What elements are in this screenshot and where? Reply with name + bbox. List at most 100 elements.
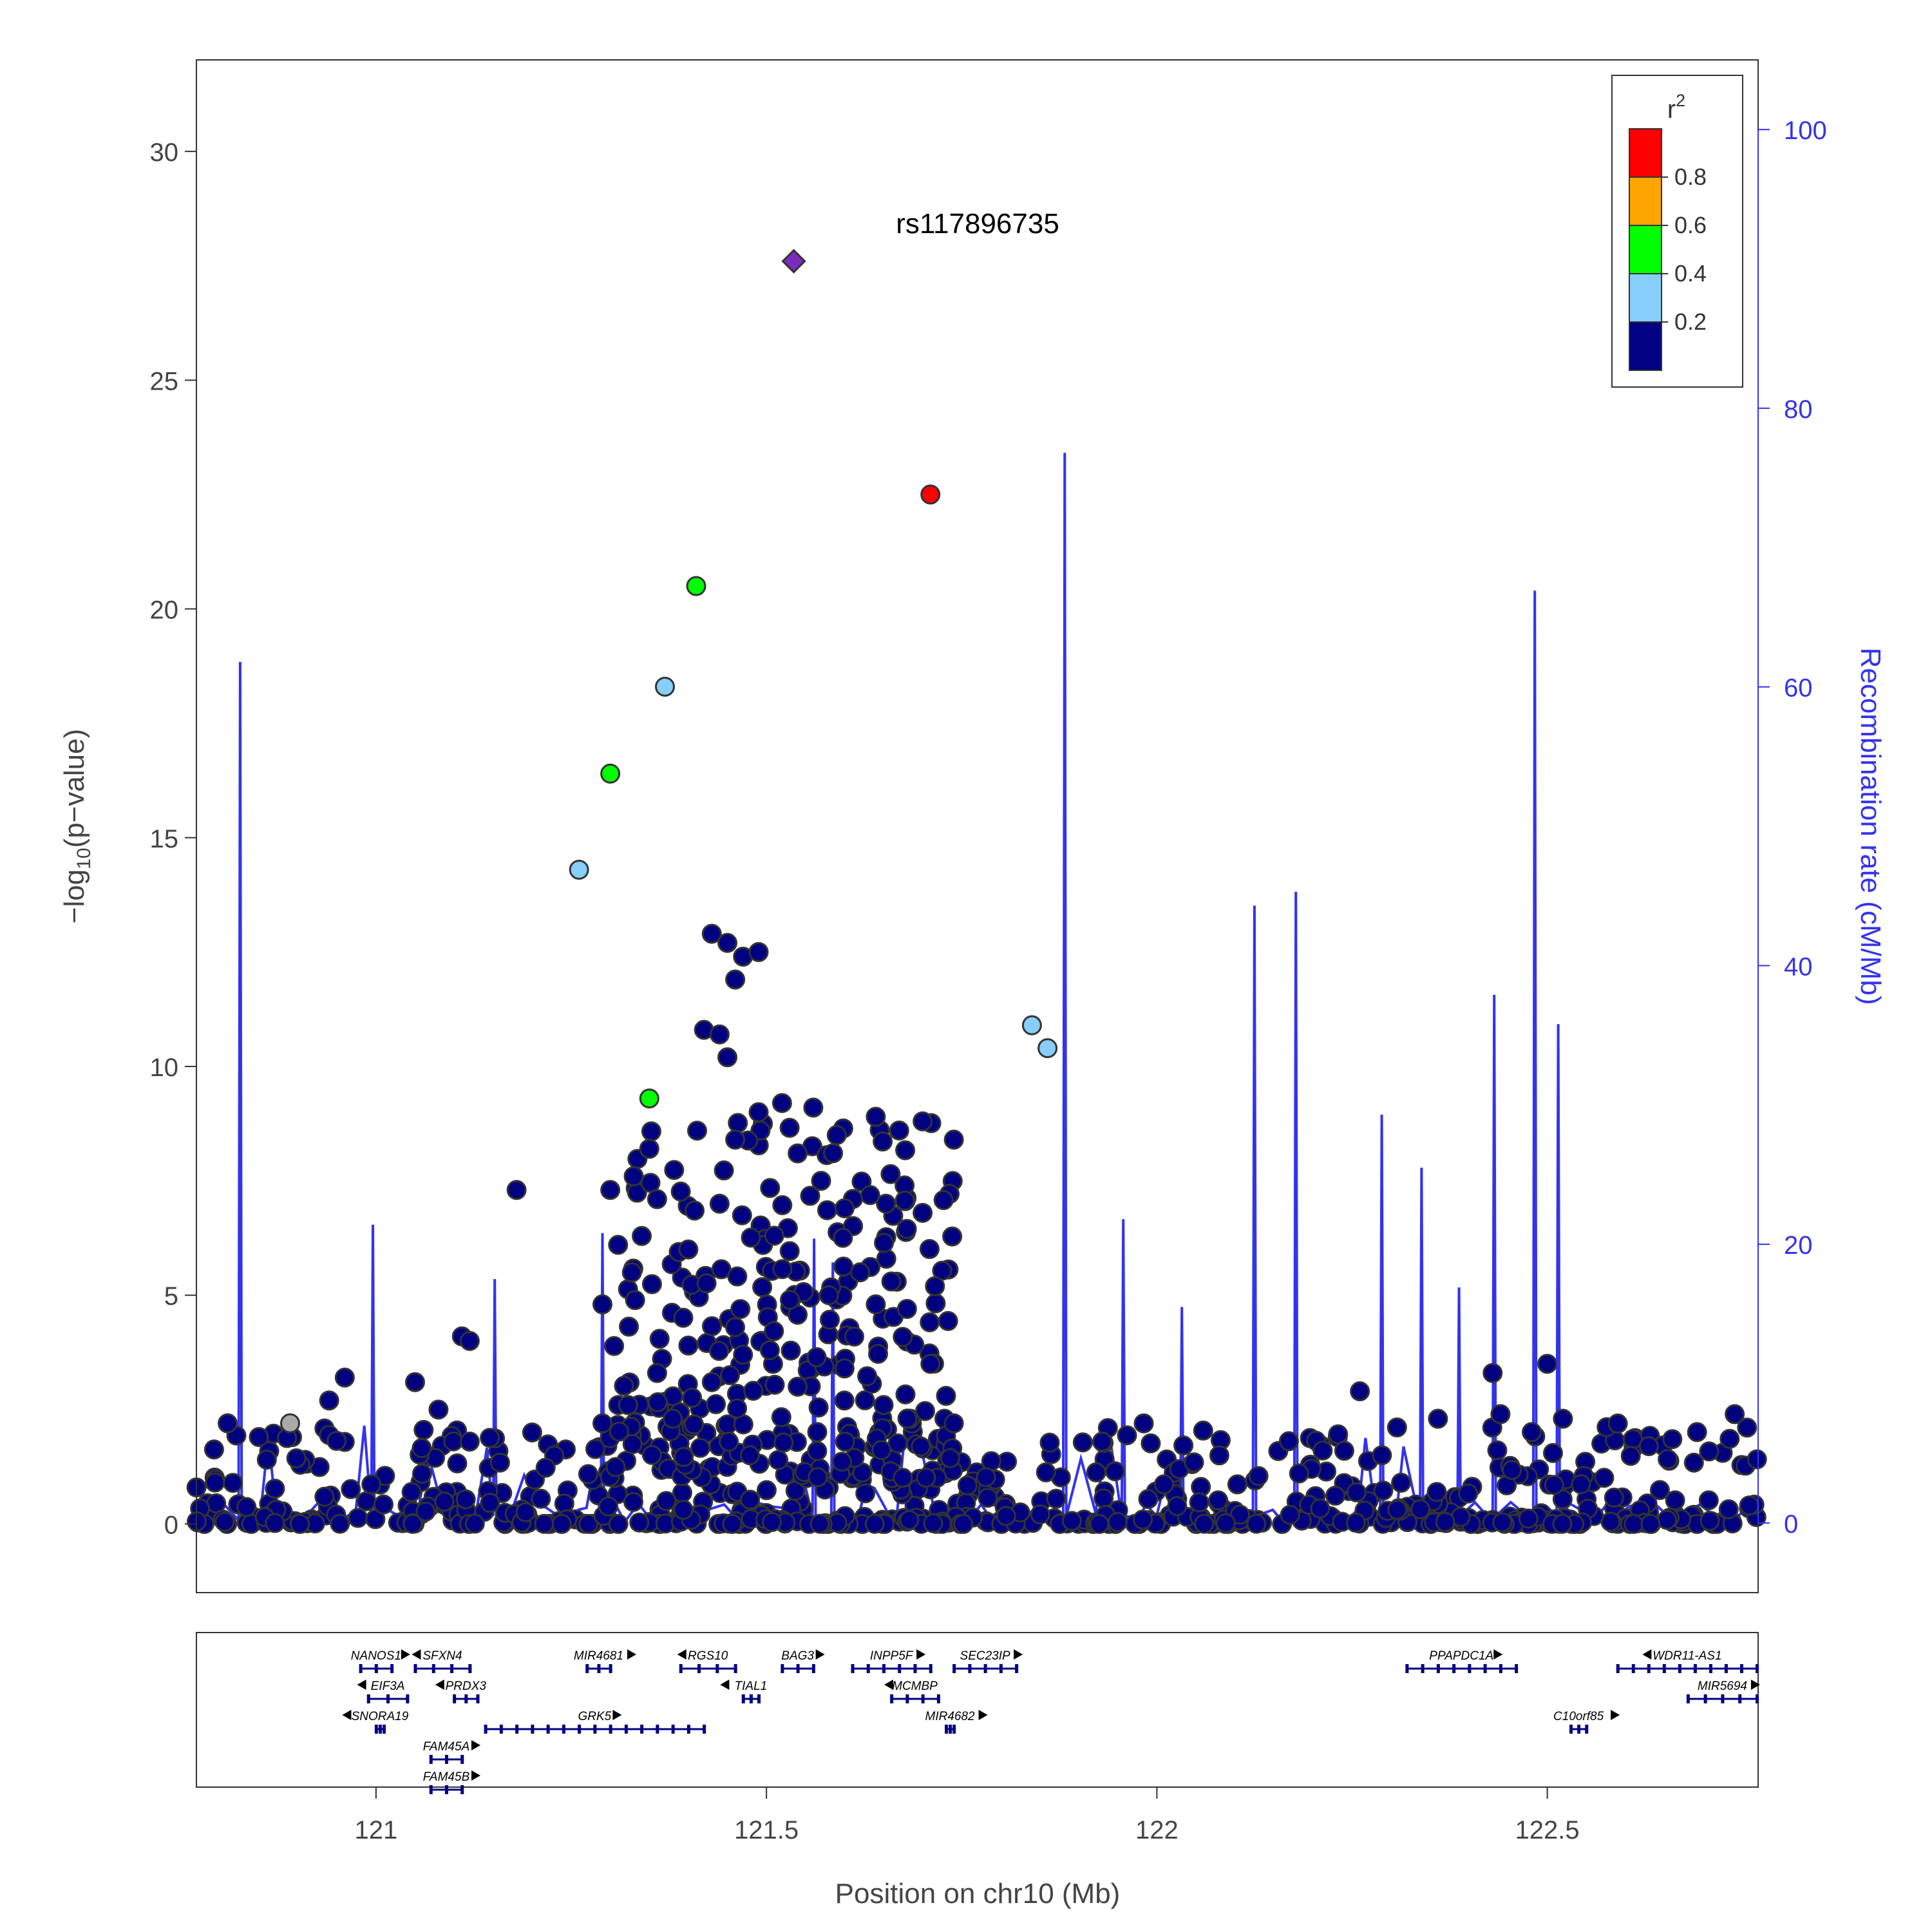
snp-point-background [996,1506,1016,1526]
gene-mir4681: MIR4681 [574,1649,636,1673]
snp-point-background [1522,1422,1542,1443]
gene-exon [781,1664,784,1673]
snp-point-background [632,1226,652,1246]
snp-point-background [673,1499,694,1520]
snp-point [1638,1436,1659,1457]
gene-exon [968,1664,972,1673]
snp-point-background [722,1513,743,1534]
snp-point-background [772,1195,793,1215]
snp-point-background [1328,1424,1349,1444]
gene-exon [882,1664,886,1673]
snp-point-background [1372,1445,1392,1466]
gene-exon [656,1725,659,1734]
snp-point-background [868,1343,888,1364]
x-tick-label: 122.5 [1515,1816,1580,1844]
snp-point-background [807,1422,828,1443]
snp-point [319,1390,339,1411]
snp-point [936,1386,956,1406]
snp-point-background [727,1266,748,1287]
snp-point-background [920,1312,940,1332]
snp-point-background [685,1200,705,1221]
snp-point-background [1289,1463,1309,1484]
snp-point [647,1363,667,1383]
gene-exon [445,1755,448,1764]
snp-point-background [768,1450,789,1470]
gene-exon [757,1694,761,1703]
snp-point-background [1387,1499,1408,1520]
snp-point-background [618,1395,638,1416]
snp-point-background [895,1384,916,1405]
snp-point-background [1571,1474,1591,1495]
snp-point-background [223,1473,243,1493]
snp-point-background [1310,1498,1331,1519]
snp-point-background [764,1374,785,1395]
snp-point-background [895,1190,915,1211]
gene-strand-arrow [720,1680,730,1690]
snp-point-background [725,1317,745,1338]
snp-point-background [413,1419,434,1440]
snp-point [881,1271,902,1292]
association-points-layer [186,249,1767,1534]
gene-ppapdc1a: PPAPDC1A [1405,1649,1519,1673]
snp-point-background [732,1205,752,1226]
snp-point-background [629,1512,650,1533]
snp-point-background [1487,1440,1508,1461]
gene-exon [1405,1664,1409,1673]
recombination-layer [195,453,1759,1526]
snp-point-background [1246,1513,1267,1534]
gene-exon [983,1664,987,1673]
gene-strand-arrow [471,1740,480,1750]
gene-exon [1724,1664,1728,1673]
snp-point-background [670,1181,691,1202]
gene-label: WDR11-AS1 [1653,1649,1721,1663]
snp-point-background [1312,1440,1333,1461]
snp-point-background [515,1502,536,1522]
gene-inpp5f: INPP5F [851,1649,933,1673]
gene-exon [703,1725,706,1734]
y-right-tick-label: 40 [1784,952,1813,981]
snp-point-background [1492,1512,1513,1533]
snp-point-background [585,1439,605,1459]
gene-exon [905,1694,909,1703]
snp-point-background [807,1441,828,1461]
gene-grk5: GRK5 [484,1710,706,1734]
snp-point-background [1435,1511,1455,1532]
gene-exon [374,1664,378,1673]
snp-point-background [728,1113,748,1133]
gene-strand-arrow [471,1770,480,1781]
gene-strand-arrow [1750,1680,1760,1690]
gene-exon [679,1664,683,1673]
gene-exon [697,1664,701,1673]
snp-point-background [480,1493,500,1513]
snp-point-background [256,1450,277,1470]
gene-exon [1703,1694,1707,1703]
snp-point [249,1426,269,1447]
snp-point-background [1552,1513,1573,1534]
snp-point-background [489,1452,510,1473]
snp-point-highlighted [569,859,589,880]
snp-point-background [598,1496,619,1517]
snp-point-background [608,1513,629,1534]
gene-exon [386,1694,390,1703]
gene-nanos1: NANOS1 [351,1649,410,1673]
legend-title: r2 [1667,91,1685,124]
legend-swatches: 0.8 0.6 0.4 0.2 [1629,128,1707,371]
y-right-tick-label: 100 [1784,117,1827,145]
snp-point-background [895,1140,916,1160]
snp-point-background [531,1488,551,1509]
snp-point-background [1373,1481,1394,1501]
snp-point-background [880,1164,901,1184]
gene-mir4682: MIR4682 [925,1710,988,1734]
gene-strand-arrow [435,1680,444,1690]
snp-point-background [923,1513,943,1533]
y-right-tick-label: 0 [1784,1510,1798,1539]
gene-exon [406,1694,410,1703]
lead-snp-label: rs117896735 [896,208,1059,240]
gene-wdr11-as1: WDR11-AS1 [1616,1649,1759,1673]
gene-exon [453,1694,457,1703]
legend-title-sup: 2 [1676,91,1685,110]
snp-point-background [1138,1489,1159,1510]
gene-exon [1015,1664,1019,1673]
x-tick-label: 122 [1135,1816,1179,1844]
snp-point-background [412,1464,432,1484]
